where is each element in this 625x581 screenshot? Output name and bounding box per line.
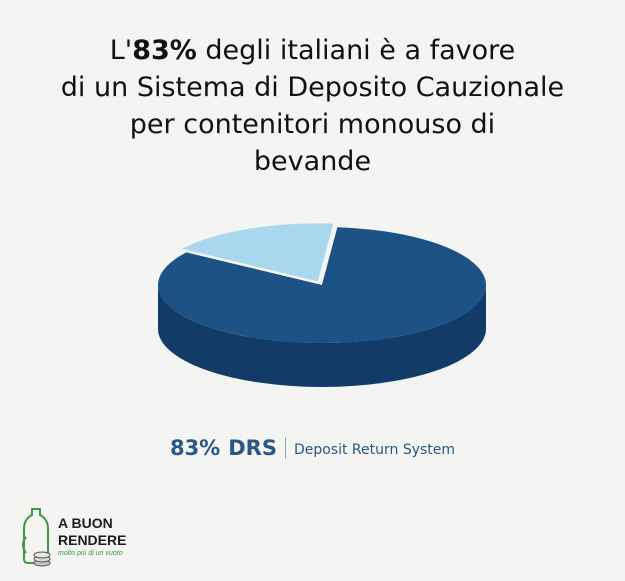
title-line-3: per contenitori monouso di	[129, 109, 496, 140]
chart-legend: 83% DRS Deposit Return System	[0, 436, 625, 460]
legend-description: Deposit Return System	[293, 442, 456, 458]
legend-divider	[284, 437, 286, 459]
logo-text-line2: RENDERE	[58, 532, 127, 548]
pie-chart	[158, 223, 486, 387]
legend-percent: 83%	[169, 436, 221, 460]
title-suffix: degli italiani è a favore	[196, 35, 516, 66]
pie-side-0	[158, 285, 486, 387]
legend-abbreviation: DRS	[228, 436, 277, 460]
title-highlight-percent: 83%	[132, 35, 197, 66]
logo-tagline: molto più di un vuoto	[58, 550, 123, 557]
pie-slice-1	[182, 223, 334, 282]
title-line-4: bevande	[253, 146, 372, 177]
bottle-recycle-icon	[22, 508, 51, 567]
pie-tops	[158, 223, 486, 343]
title-line-1: L'83% degli italiani è a favore	[0, 32, 625, 69]
title-prefix: L'	[109, 35, 133, 66]
pie-slice-0	[158, 227, 486, 343]
chart-title: L'83% degli italiani è a favore di un Si…	[0, 32, 625, 180]
logo-text-line1: A BUON	[58, 515, 113, 531]
brand-logo: A BUON RENDERE molto più di un vuoto	[18, 505, 168, 575]
title-line-2: di un Sistema di Deposito Cauzionale	[60, 72, 565, 103]
